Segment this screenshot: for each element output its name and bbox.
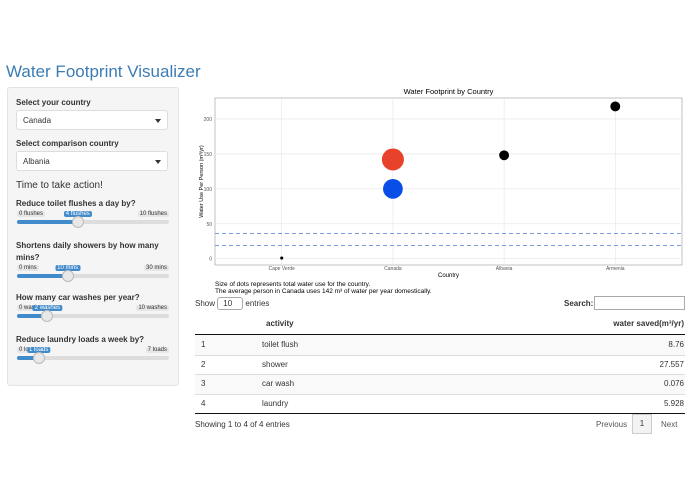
slider-track xyxy=(17,314,169,318)
length-select[interactable]: 10 xyxy=(217,297,244,310)
prev-button[interactable]: Previous xyxy=(596,420,628,429)
search-input[interactable] xyxy=(594,296,685,310)
y-tick-label: 150 xyxy=(204,152,213,158)
column-header[interactable]: water saved(m³/yr) xyxy=(613,319,684,328)
select-label: Select your country xyxy=(16,98,91,107)
row-index: 3 xyxy=(201,379,206,388)
y-tick-label: 0 xyxy=(209,257,212,263)
column-header[interactable]: activity xyxy=(266,319,294,328)
slider-label: Reduce laundry loads a week by? xyxy=(16,335,145,344)
next-button[interactable]: Next xyxy=(661,420,678,429)
slider-handle[interactable] xyxy=(41,310,54,322)
x-tick-label: Cape Verde xyxy=(269,266,296,272)
slider-max: 10 flushes xyxy=(137,211,169,217)
plot-panel xyxy=(214,97,683,266)
plot: Water Footprint by Country 0 50 100 150 200 Ca… xyxy=(199,87,683,295)
sidebar xyxy=(7,87,179,386)
slider-min: 0 flushes xyxy=(17,211,46,217)
activity-cell: toilet flush xyxy=(262,340,299,349)
slider-label: Reduce toilet flushes a day by? xyxy=(16,199,136,208)
data-point xyxy=(280,256,284,260)
slider-label: Shortens daily showers by how many mins? xyxy=(16,241,159,262)
length-control: Show 10 entries xyxy=(195,297,269,310)
slider-value: 4 flushes xyxy=(63,211,92,217)
slider-handle[interactable] xyxy=(71,216,84,228)
table-row xyxy=(195,393,685,413)
table-row xyxy=(195,335,685,355)
plot-caption: Size of dots represents total water use … xyxy=(215,281,370,288)
slider-label: How many car washes per year? xyxy=(16,293,140,302)
saved-cell: 0.076 xyxy=(663,379,684,388)
data-point xyxy=(383,178,403,199)
x-tick-label: Armenia xyxy=(606,266,625,272)
comparison-select[interactable]: Albania xyxy=(16,151,168,171)
slider-handle[interactable] xyxy=(61,270,74,282)
x-tick-label: Albania xyxy=(496,266,513,272)
show-label: Show xyxy=(195,299,216,308)
table-info: Showing 1 to 4 of 4 entries xyxy=(195,420,290,429)
slider-track xyxy=(17,220,169,224)
slider-max: 30 mins xyxy=(143,265,169,271)
activity-cell: laundry xyxy=(262,398,289,408)
y-tick-label: 50 xyxy=(206,222,212,228)
search-label: Search: xyxy=(564,299,594,308)
slider-max: 10 washes xyxy=(136,305,169,311)
y-tick-label: 200 xyxy=(204,117,213,123)
data-point xyxy=(381,148,404,171)
app-title: Water Footprint Visualizer xyxy=(6,62,201,81)
activity-cell: shower xyxy=(262,359,288,369)
length-value: 10 xyxy=(223,299,233,308)
select-label: Select comparison country xyxy=(16,139,119,148)
saved-cell: 8.76 xyxy=(668,340,684,349)
page-button[interactable]: 1 xyxy=(632,414,652,434)
row-index: 1 xyxy=(201,340,206,349)
dropdown-arrow xyxy=(155,160,161,164)
x-axis-label: Country xyxy=(438,273,459,279)
y-tick-label: 100 xyxy=(204,187,213,193)
row-index: 4 xyxy=(201,398,206,408)
slider-bar xyxy=(17,314,48,318)
select-value: Albania xyxy=(23,157,50,166)
data-point xyxy=(610,101,621,112)
data-point xyxy=(499,150,510,161)
slider-bar xyxy=(17,356,39,360)
x-tick-label: Canada xyxy=(384,266,402,272)
header-rule xyxy=(195,334,685,335)
dropdown-arrow xyxy=(155,119,161,123)
entries-label: entries xyxy=(245,299,270,308)
slider-value: 1 loads xyxy=(27,347,51,353)
slider-min: 0 mins xyxy=(17,265,39,271)
section-heading: Time to take action! xyxy=(16,180,103,191)
slider-min: 0 washes xyxy=(17,305,47,311)
row-index: 2 xyxy=(201,359,206,369)
saved-cell: 27.557 xyxy=(659,359,684,369)
plot-caption: The average person in Canada uses 142 m³… xyxy=(215,288,432,295)
slider-max: 7 loads xyxy=(145,347,169,353)
slider-bar xyxy=(17,274,68,278)
table-row xyxy=(195,354,685,374)
slider-track xyxy=(17,356,169,360)
slider-track xyxy=(17,274,169,278)
slider-bar xyxy=(17,220,78,224)
country-select[interactable]: Canada xyxy=(16,110,168,130)
slider-value: 10 mins xyxy=(55,265,81,271)
table-bottom-rule xyxy=(195,413,685,414)
select-value: Canada xyxy=(23,116,52,125)
slider-value: 2 washes xyxy=(32,305,63,311)
y-axis-label: Water Use Per Person (m³/yr) xyxy=(199,145,205,218)
saved-cell: 5.928 xyxy=(663,398,684,408)
plot-title: Water Footprint by Country xyxy=(404,87,494,96)
table-row xyxy=(195,374,685,394)
slider-handle[interactable] xyxy=(32,352,45,364)
activity-cell: car wash xyxy=(262,379,295,388)
